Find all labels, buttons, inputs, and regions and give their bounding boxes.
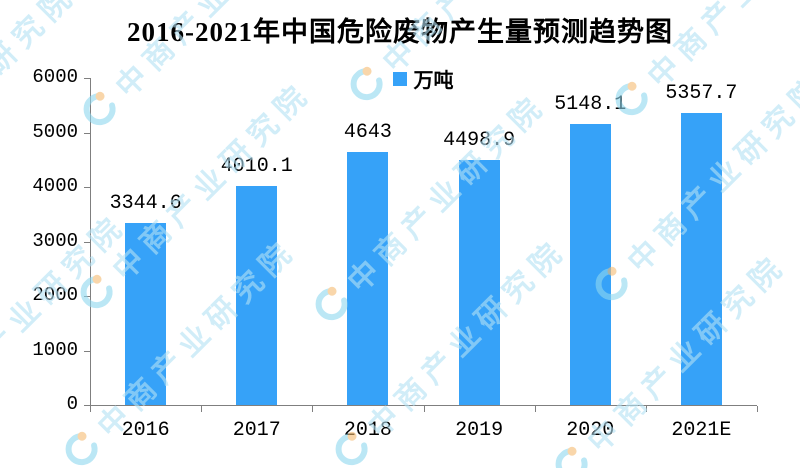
bar-2016 [125, 223, 167, 405]
y-tick [84, 241, 90, 243]
bar-2020 [569, 124, 611, 405]
x-category-label: 2018 [343, 419, 392, 442]
y-tick-label: 6000 [32, 66, 78, 88]
x-tick [534, 406, 536, 412]
y-tick-label: 0 [66, 393, 78, 415]
y-tick [84, 405, 90, 406]
y-tick-label: 3000 [32, 229, 78, 252]
y-tick [84, 187, 90, 188]
bar-2017 [236, 186, 278, 405]
bar-2018 [347, 152, 389, 405]
bar-value-label: 5148.1 [554, 93, 627, 116]
x-tick [757, 406, 758, 412]
x-category-label: 2019 [455, 419, 504, 442]
bar-value-label: 4643 [343, 121, 392, 144]
y-axis-line [90, 78, 91, 406]
x-axis-line [90, 405, 757, 406]
x-tick [645, 406, 647, 412]
y-tick-label: 4000 [32, 175, 78, 197]
y-tick-label: 1000 [32, 338, 78, 361]
x-tick [90, 406, 91, 412]
x-tick [201, 406, 203, 412]
y-tick-label: 2000 [32, 284, 78, 306]
bar-2021E [680, 113, 722, 405]
x-category-label: 2020 [566, 419, 615, 442]
bar-value-label: 3344.6 [109, 192, 182, 215]
x-tick [423, 406, 425, 412]
legend-label: 万吨 [413, 70, 454, 92]
chart-title: 2016-2021年中国危险废物产生量预测趋势图 [127, 17, 673, 47]
bar-value-label: 4010.1 [220, 155, 293, 178]
y-tick [84, 350, 90, 352]
y-tick-label: 5000 [32, 120, 78, 143]
x-tick [312, 406, 314, 412]
x-category-label: 2017 [232, 419, 281, 442]
y-tick [84, 78, 90, 79]
x-category-label: 2021E [671, 419, 732, 442]
bar-value-label: 4498.9 [443, 129, 516, 152]
y-tick [84, 296, 90, 297]
x-category-label: 2016 [121, 419, 170, 442]
legend-marker-icon [392, 71, 407, 86]
y-tick [84, 132, 90, 134]
bar-2019 [458, 160, 500, 405]
legend: 万吨 [90, 64, 756, 93]
bar-value-label: 5357.7 [665, 82, 738, 105]
